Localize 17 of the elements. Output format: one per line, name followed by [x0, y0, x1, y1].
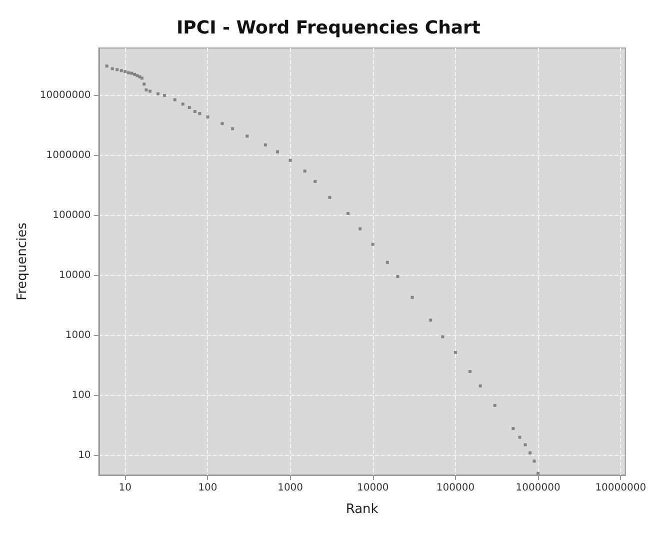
y-tick-label: 10000 [58, 270, 91, 281]
x-tick-label: 100000 [436, 482, 475, 494]
x-tick-label: 1000000 [516, 482, 560, 494]
x-tick-label: 10 [118, 482, 132, 494]
y-tick-label: 1000 [65, 330, 91, 341]
x-axis-title: Rank [346, 502, 379, 517]
y-tick-label: 10 [78, 450, 91, 461]
y-axis-title: Frequencies [15, 222, 30, 300]
y-tick-label: 100 [72, 390, 91, 401]
x-tick-label: 10000 [356, 482, 389, 494]
y-tick-label: 10000000 [40, 90, 91, 102]
y-tick-label: 100000 [52, 210, 91, 221]
y-tick-label: 1000000 [46, 150, 91, 161]
x-tick-label: 10000000 [595, 482, 646, 494]
chart-title: IPCI - Word Frequencies Chart [176, 18, 481, 38]
x-tick-label: 1000 [278, 482, 304, 494]
x-tick-label: 100 [198, 482, 218, 494]
